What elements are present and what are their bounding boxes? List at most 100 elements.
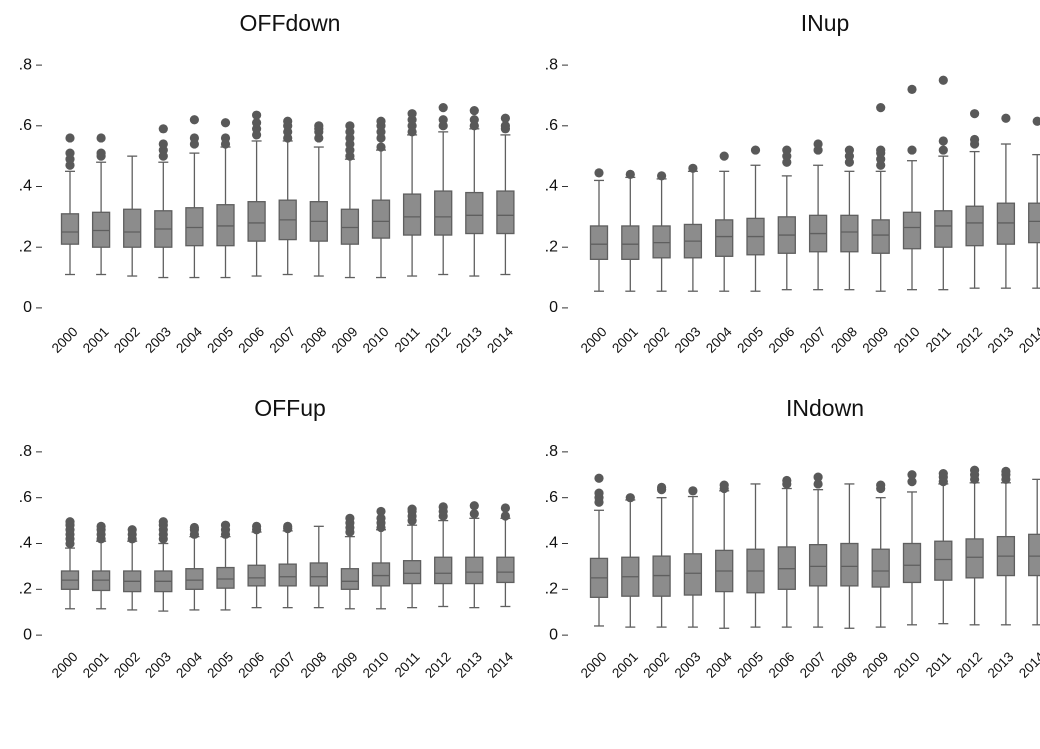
box [871,219,890,254]
outlier [283,521,293,531]
outlier [500,511,510,521]
box [683,553,703,596]
box [247,201,266,242]
outlier [907,477,917,487]
outlier [65,133,75,143]
outlier [1001,466,1011,476]
x-tick-label: 2004 [703,649,735,681]
x-tick-label: 2007 [266,649,298,681]
x-tick-label: 2014 [484,649,516,681]
box [496,556,515,584]
x-tick-label: 2012 [422,649,454,681]
x-tick-label: 2011 [923,649,954,680]
outlier [158,124,168,134]
x-tick-label: 2011 [392,324,423,355]
outlier [938,75,948,85]
outlier [376,116,386,126]
outlier [594,168,604,178]
outlier [469,509,479,519]
outlier [625,169,635,179]
outlier [252,521,262,531]
x-tick-label: 2005 [204,324,236,356]
x-tick-label: 2001 [609,649,641,681]
outlier [500,503,510,513]
x-tick-label: 2008 [298,324,330,356]
outlier [688,163,698,173]
y-tick-label: 0 [23,626,32,643]
box [309,562,328,587]
y-tick-label: .6 [19,489,32,506]
outlier [65,148,75,158]
outlier [907,84,917,94]
x-tick-label: 2006 [766,324,798,356]
outlier [283,116,293,126]
box [934,540,953,581]
box [902,542,922,584]
x-tick-label: 2013 [453,649,485,681]
outlier [625,493,635,503]
x-tick-label: 2009 [859,324,891,356]
x-tick-label: 2002 [111,324,143,356]
outlier [719,480,729,490]
box [589,225,609,260]
y-tick-label: .6 [545,117,558,134]
outlier [189,522,199,533]
outlier [158,139,168,149]
x-tick-label: 2013 [453,324,485,356]
x-tick-label: 2011 [923,324,954,355]
box [1028,202,1040,244]
chart-title: OFFup [254,395,326,421]
x-tick-label: 2005 [734,324,766,356]
outlier [1001,113,1011,123]
outlier [907,470,917,480]
x-tick-label: 2012 [422,324,454,356]
outlier [876,480,886,490]
outlier [719,151,729,161]
outlier [750,145,761,155]
box [715,219,734,257]
box [371,562,391,587]
x-tick-label: 2006 [235,324,267,356]
outlier [938,136,948,146]
outlier [96,521,106,531]
x-tick-label: 2002 [640,324,672,356]
x-tick-label: 2008 [298,649,330,681]
x-tick-label: 2008 [828,324,860,356]
y-tick-label: .4 [545,535,558,552]
x-tick-label: 2002 [640,649,672,681]
x-tick-label: 2003 [142,649,174,681]
box [840,214,859,253]
outlier [314,121,324,131]
outlier [657,171,667,181]
outlier [252,110,262,120]
box [1028,533,1040,577]
x-tick-label: 2013 [985,649,1017,681]
box [465,191,484,235]
box [123,208,142,248]
outlier [970,109,980,119]
y-tick-label: .2 [545,581,558,598]
x-tick-label: 2000 [578,324,610,356]
outlier [813,139,823,149]
outlier [782,475,792,486]
x-tick-label: 2010 [360,649,392,681]
x-tick-label: 2003 [672,324,704,356]
box [902,211,922,250]
box [216,566,235,589]
y-tick-label: .4 [545,178,558,195]
x-tick-label: 2001 [80,324,112,356]
outlier [189,133,199,143]
chart-title: INup [801,10,850,36]
box [340,568,360,590]
x-tick-label: 2005 [204,649,236,681]
outlier [907,145,917,155]
outlier [438,102,448,113]
x-tick-label: 2009 [329,324,361,356]
outlier [469,501,479,511]
y-tick-label: 0 [549,626,558,643]
x-tick-label: 2001 [80,649,112,681]
x-tick-label: 2008 [828,649,860,681]
outlier [782,145,792,155]
outlier [407,109,417,119]
